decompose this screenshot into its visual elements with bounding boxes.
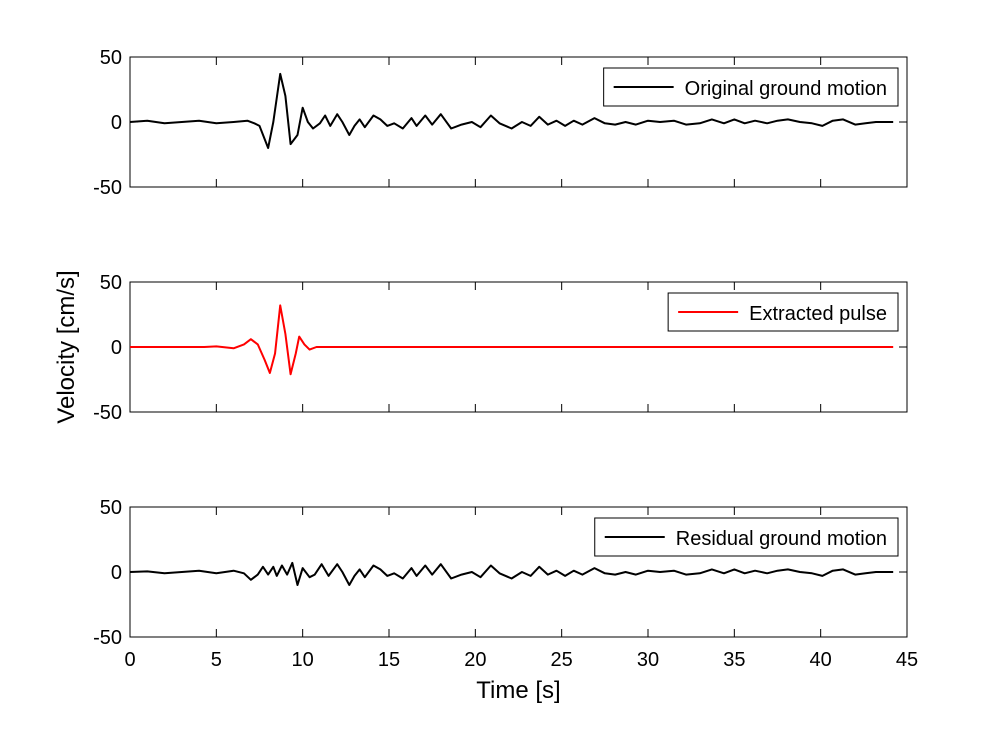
legend-label: Residual ground motion xyxy=(676,528,887,550)
y-tick-label: 50 xyxy=(100,47,122,69)
x-tick-label: 30 xyxy=(637,649,659,671)
y-tick-label: 0 xyxy=(111,337,122,359)
data-line xyxy=(130,304,894,376)
x-tick-label: 35 xyxy=(723,649,745,671)
x-tick-label: 5 xyxy=(211,649,222,671)
y-tick-label: -50 xyxy=(93,627,122,649)
y-tick-label: 0 xyxy=(111,112,122,134)
y-tick-label: 50 xyxy=(100,272,122,294)
y-tick-label: -50 xyxy=(93,177,122,199)
x-axis-label: Time [s] xyxy=(476,677,560,704)
x-tick-label: 45 xyxy=(896,649,918,671)
y-tick-label: 0 xyxy=(111,562,122,584)
x-tick-label: 20 xyxy=(464,649,486,671)
x-tick-label: 15 xyxy=(378,649,400,671)
y-tick-label: -50 xyxy=(93,402,122,424)
x-tick-label: 25 xyxy=(551,649,573,671)
legend: Residual ground motion xyxy=(594,517,899,557)
data-line xyxy=(129,561,894,586)
legend-label: Extracted pulse xyxy=(749,303,887,325)
x-tick-label: 40 xyxy=(810,649,832,671)
y-tick-label: 50 xyxy=(100,497,122,519)
y-axis-label: Velocity [cm/s] xyxy=(53,270,80,423)
x-tick-label: 0 xyxy=(124,649,135,671)
legend: Extracted pulse xyxy=(667,292,899,332)
legend: Original ground motion xyxy=(603,67,899,107)
x-tick-label: 10 xyxy=(292,649,314,671)
data-line xyxy=(129,72,894,149)
legend-label: Original ground motion xyxy=(685,78,887,100)
